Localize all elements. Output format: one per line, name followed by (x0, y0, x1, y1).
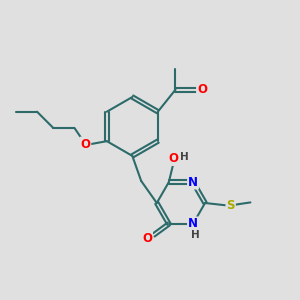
Text: N: N (188, 218, 198, 230)
Text: H: H (191, 230, 200, 240)
Text: N: N (188, 176, 198, 189)
Text: S: S (226, 199, 235, 212)
Text: O: O (197, 83, 207, 96)
Text: O: O (169, 152, 179, 165)
Text: O: O (142, 232, 152, 245)
Text: H: H (180, 152, 189, 162)
Text: O: O (80, 138, 90, 151)
